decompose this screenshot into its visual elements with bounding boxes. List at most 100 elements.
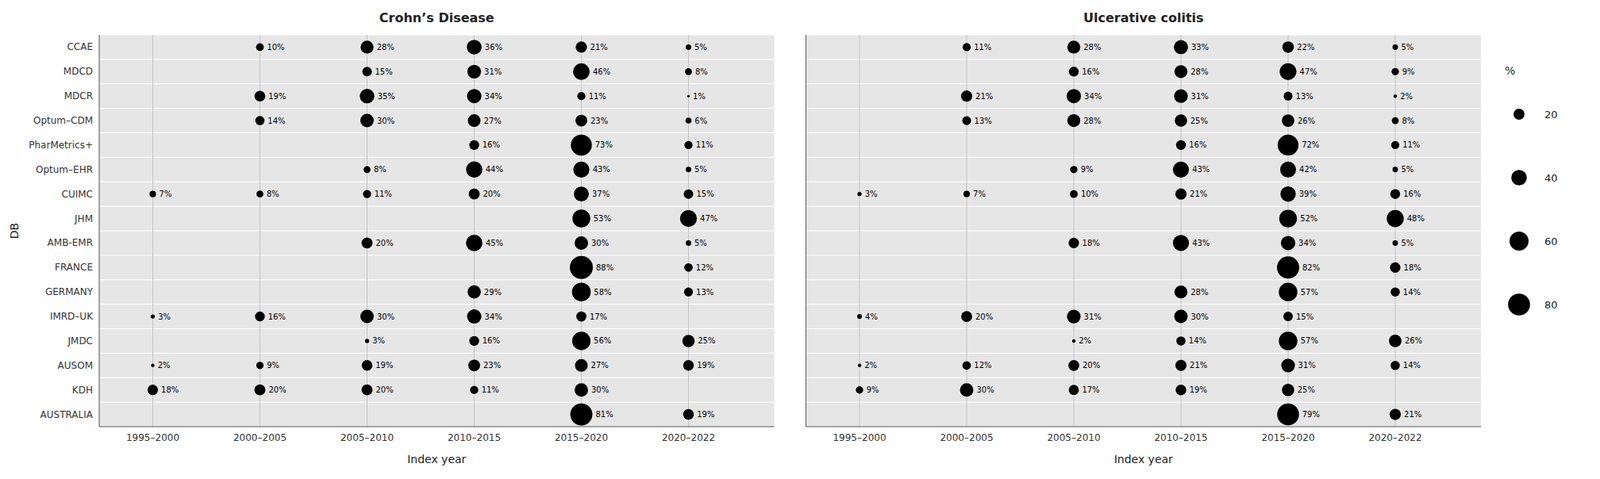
y-axis-line — [99, 34, 100, 427]
data-label: 20% — [1082, 361, 1100, 370]
plot-background — [99, 34, 775, 427]
data-label: 18% — [161, 385, 179, 395]
bubble — [1066, 88, 1081, 104]
bubble — [150, 314, 155, 319]
data-label: 5% — [694, 165, 708, 174]
data-label: 19% — [375, 361, 393, 370]
data-label: 17% — [589, 312, 608, 322]
data-labels: 10%28%36%21%5%15%31%46%8%19%35%34%11%1%1… — [157, 42, 719, 420]
data-label: 3% — [372, 336, 385, 346]
bubble — [1390, 361, 1400, 371]
y-tick-label: JMDC — [66, 335, 93, 347]
bubble — [1173, 161, 1189, 178]
bubble — [1390, 188, 1400, 199]
bubble — [469, 188, 481, 200]
x-tick-label: 2010–2015 — [1153, 432, 1208, 444]
legend-swatch — [1509, 231, 1529, 251]
bubble — [962, 361, 972, 370]
bubble — [1175, 384, 1186, 396]
bubble — [361, 238, 374, 250]
bubble — [962, 42, 971, 51]
data-label: 3% — [157, 312, 171, 322]
data-label: 23% — [483, 361, 501, 370]
marks — [855, 40, 1404, 427]
data-label: 20% — [975, 312, 993, 322]
data-label: 29% — [484, 288, 502, 297]
data-label: 12% — [973, 361, 992, 370]
bubble — [466, 39, 482, 55]
bubble — [467, 285, 481, 300]
x-axis-line — [806, 426, 1482, 428]
plot-background — [806, 34, 1482, 427]
data-label: 30% — [376, 312, 395, 322]
bubble — [360, 310, 374, 324]
bubble — [575, 115, 588, 127]
data-label: 2% — [157, 361, 171, 370]
data-label: 43% — [592, 165, 611, 174]
data-label: 10% — [1080, 189, 1099, 199]
data-label: 2% — [864, 361, 877, 370]
x-tick-label: 2000–2005 — [233, 432, 287, 444]
data-label: 9% — [866, 385, 880, 395]
row-separator — [806, 426, 1482, 428]
y-tick-label: CUIMC — [61, 188, 93, 200]
data-label: 5% — [694, 42, 708, 52]
row-separator — [806, 83, 1482, 85]
bubble — [573, 186, 589, 202]
bubble — [1279, 63, 1297, 81]
data-label: 53% — [593, 214, 612, 224]
chart: 10%28%36%21%5%15%31%46%8%19%35%34%11%1%1… — [0, 0, 1600, 479]
data-label: 30% — [591, 385, 609, 395]
row-separator — [806, 402, 1482, 404]
bubble — [684, 288, 693, 297]
bubble — [469, 336, 479, 347]
bubble — [359, 88, 374, 104]
bubble — [255, 115, 266, 126]
legend-label: 20 — [1544, 108, 1558, 121]
bubble — [687, 95, 690, 98]
bubble — [1389, 262, 1400, 274]
bubble — [857, 314, 862, 320]
grid-line — [859, 34, 861, 427]
bubble — [1283, 92, 1293, 101]
bubble — [857, 192, 862, 197]
data-label: 56% — [593, 336, 612, 346]
data-label: 20% — [482, 189, 500, 199]
title: Ulcerative colitis — [1083, 10, 1204, 26]
bubble — [1389, 408, 1401, 420]
data-label: 5% — [1400, 165, 1414, 174]
x-tick-label: 2015–2020 — [1261, 432, 1315, 444]
data-label: 21% — [590, 42, 608, 52]
data-label: 5% — [1400, 238, 1414, 248]
bubble — [961, 311, 973, 323]
data-label: 36% — [484, 42, 503, 52]
data-label: 9% — [1402, 67, 1416, 77]
data-label: 21% — [1189, 189, 1208, 199]
data-label: 18% — [1403, 263, 1422, 273]
row-separator — [99, 328, 775, 330]
x-tick-label: 2005–2010 — [1046, 432, 1100, 444]
data-label: 28% — [1190, 67, 1208, 77]
bubble — [362, 190, 371, 199]
x-axis-label: Index year — [407, 453, 466, 466]
bubble — [466, 309, 481, 324]
row-separator — [806, 58, 1482, 60]
bubble — [1391, 141, 1400, 150]
data-label: 47% — [700, 214, 718, 224]
data-label: 25% — [697, 336, 716, 346]
row-separator — [99, 254, 775, 256]
row-separator — [99, 107, 775, 109]
data-label: 31% — [1191, 92, 1209, 101]
data-label: 26% — [1297, 116, 1316, 126]
bubble — [1388, 334, 1402, 348]
data-label: 13% — [1296, 92, 1314, 101]
legend-label: 80 — [1544, 299, 1558, 312]
bubble — [1390, 287, 1400, 297]
bubble — [1175, 360, 1187, 372]
data-label: 19% — [696, 410, 715, 420]
data-label: 34% — [484, 92, 503, 101]
data-label: 19% — [696, 361, 715, 370]
panel: 11%28%33%22%5%16%28%47%9%21%34%31%13%2%1… — [806, 10, 1482, 466]
bubble — [572, 331, 591, 350]
bubble — [572, 282, 592, 302]
